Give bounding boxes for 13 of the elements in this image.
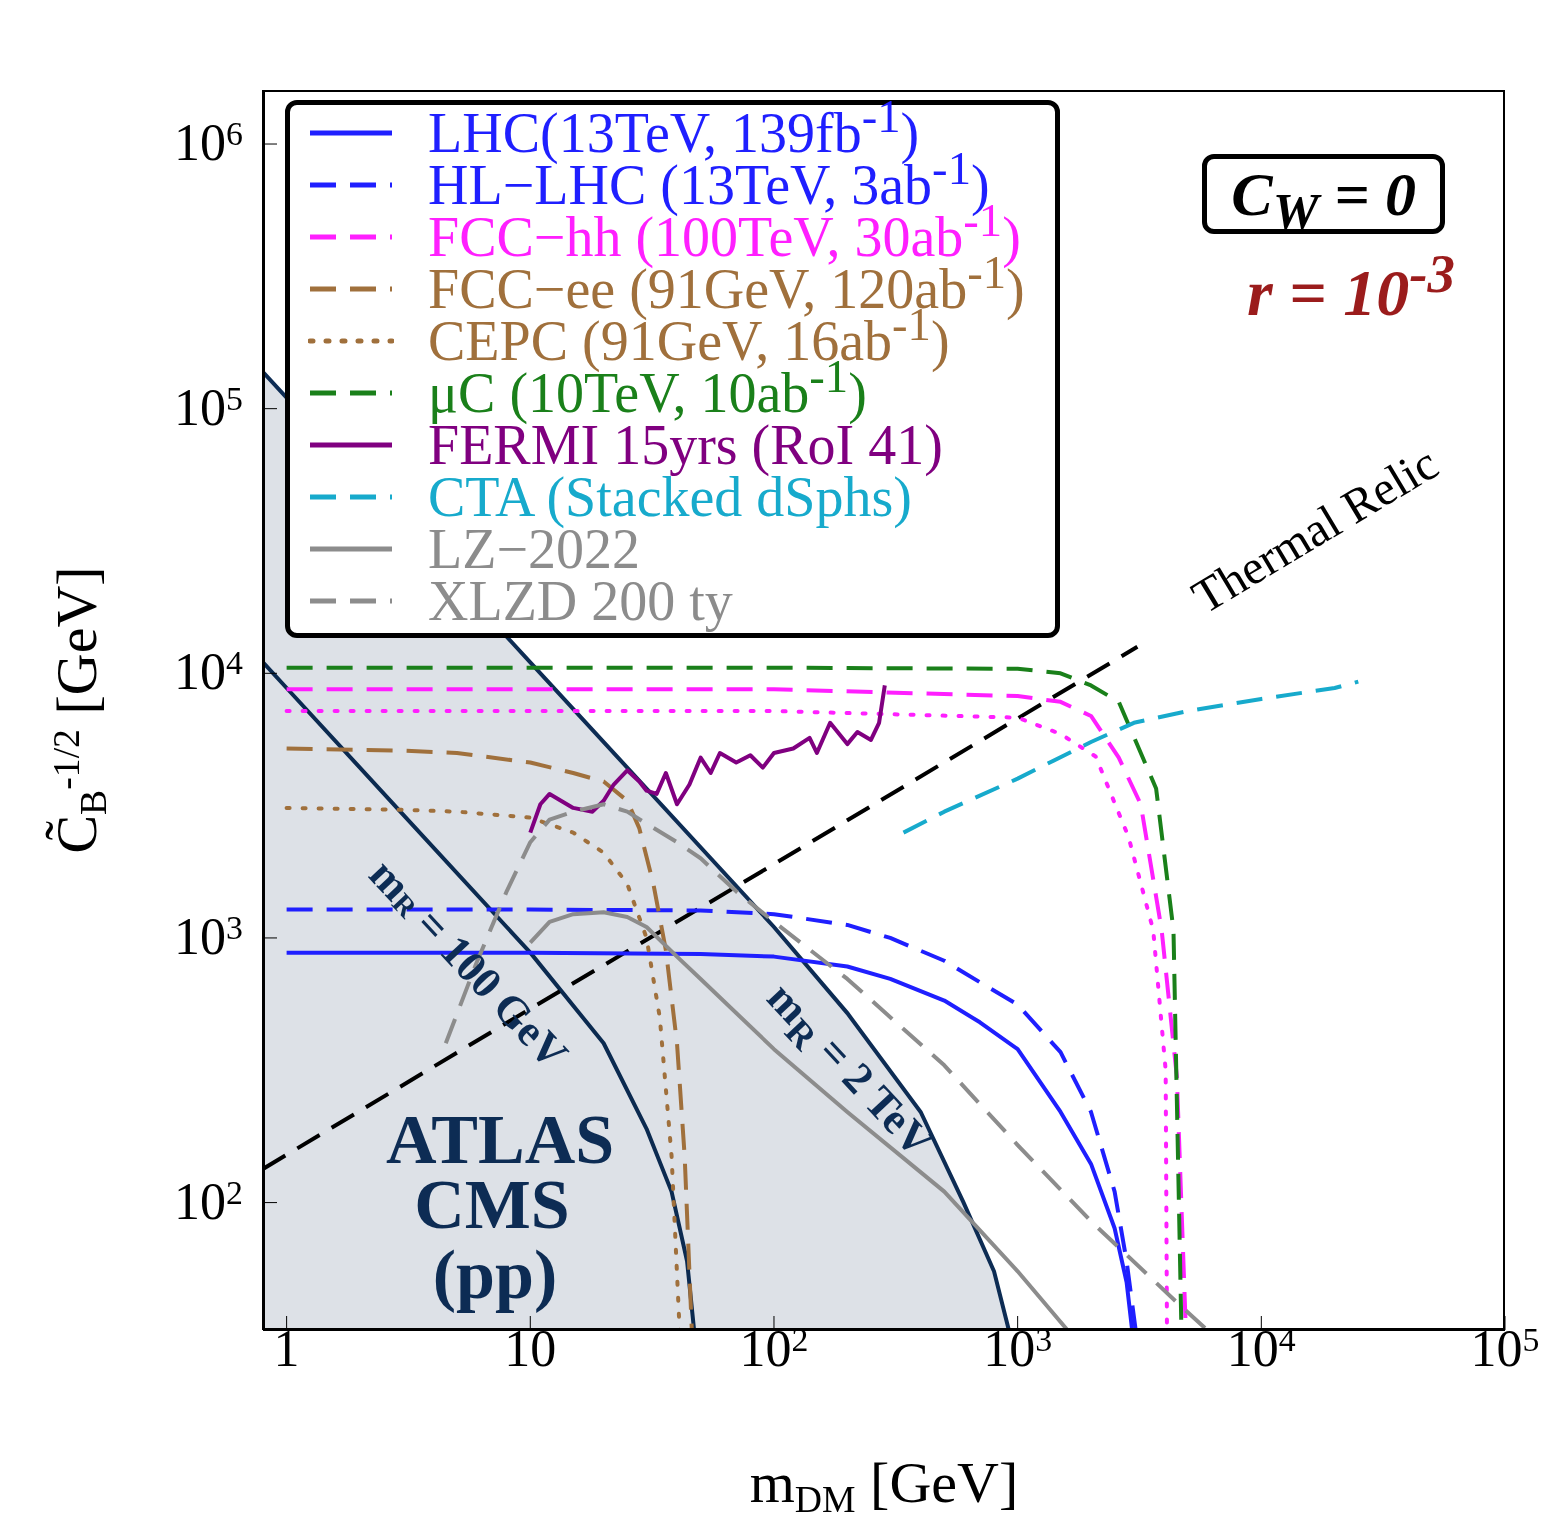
y-tick-label: 10$^{6}$ [174,114,243,172]
y-tick-label: 10$^{4}$ [174,643,244,701]
x-tick-label: 10$^{5}$ [1470,1320,1540,1377]
x-axis-title: m$_{DM}$ [GeV] [749,1450,1019,1520]
x-tick-label: 10$^{4}$ [1226,1320,1296,1377]
y-tick-label: 10$^{2}$ [174,1172,243,1230]
y-tick-label: 10$^{5}$ [174,378,243,436]
x-tick-label: 1 [273,1320,300,1377]
annotation: C$_{W}$ = 0 [1230,159,1417,240]
legend-label: XLZD 200 ty [428,570,733,632]
y-tick-label: 10$^{3}$ [174,907,243,965]
x-tick-label: 10 [504,1320,557,1377]
annotation: r = 10$^{-3}$ [1246,243,1455,331]
